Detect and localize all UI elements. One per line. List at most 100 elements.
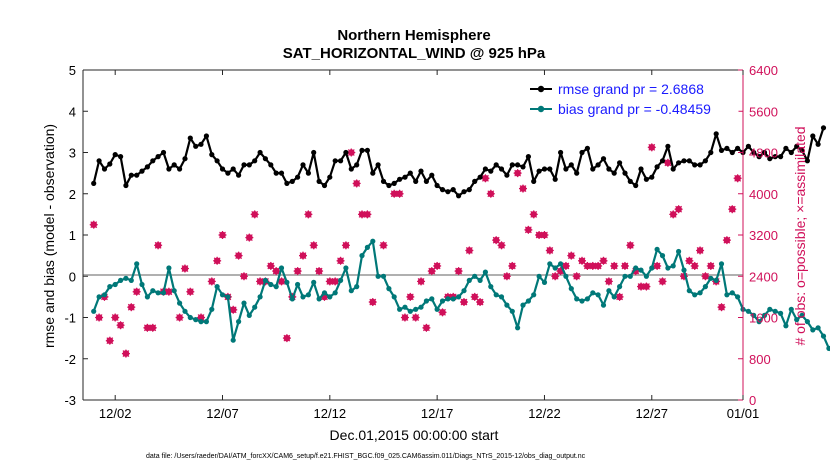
obs-marker bbox=[127, 303, 136, 312]
rmse-point bbox=[488, 168, 494, 174]
bias-point bbox=[236, 319, 242, 325]
rmse-point bbox=[123, 182, 129, 189]
obs-marker-stroke bbox=[283, 334, 291, 342]
rmse-point bbox=[520, 164, 526, 170]
bias-point bbox=[118, 277, 124, 283]
obs-marker bbox=[567, 251, 576, 260]
bias-point bbox=[402, 304, 408, 310]
bias-point bbox=[397, 306, 403, 312]
rmse-point bbox=[579, 149, 585, 156]
bias-point bbox=[579, 298, 585, 304]
bias-point bbox=[166, 265, 172, 271]
bias-point bbox=[794, 317, 800, 323]
bias-point bbox=[177, 300, 183, 306]
obs-marker bbox=[293, 267, 302, 276]
rmse-point bbox=[456, 193, 462, 199]
bias-point bbox=[332, 290, 338, 296]
obs-marker bbox=[470, 292, 479, 301]
bias-point bbox=[139, 281, 145, 288]
rmse-point bbox=[531, 178, 537, 184]
bias-point bbox=[321, 290, 328, 296]
x-tick-label: 12/17 bbox=[421, 406, 454, 421]
rmse-point bbox=[649, 174, 655, 180]
rmse-point bbox=[397, 176, 403, 182]
left-tick-label: 4 bbox=[69, 104, 76, 119]
rmse-point bbox=[654, 164, 660, 170]
bias-point bbox=[155, 290, 161, 296]
obs-marker bbox=[722, 236, 731, 245]
bias-point bbox=[761, 312, 768, 318]
obs-marker bbox=[239, 272, 248, 281]
obs-marker-stroke bbox=[642, 283, 650, 290]
rmse-point bbox=[332, 158, 338, 164]
obs-marker-stroke bbox=[412, 314, 420, 321]
bias-point bbox=[756, 319, 762, 325]
rmse-point bbox=[423, 178, 429, 184]
bias-point bbox=[611, 294, 617, 300]
right-tick-labels: 0 800 1600 2400 3200 4000 4800 5600 6400 bbox=[738, 63, 778, 408]
obs-marker bbox=[164, 287, 173, 296]
obs-marker-stroke bbox=[562, 262, 570, 270]
left-tick-labels: -3 -2 -1 0 1 2 3 4 5 bbox=[64, 63, 88, 408]
obs-marker bbox=[701, 272, 710, 281]
obs-marker bbox=[620, 261, 629, 270]
rmse-point bbox=[617, 160, 623, 166]
bias-point bbox=[380, 273, 387, 279]
rmse-point bbox=[134, 172, 140, 178]
bias-point bbox=[144, 294, 150, 300]
rmse-point bbox=[182, 156, 188, 162]
bias-point bbox=[295, 281, 301, 288]
bias-point bbox=[300, 294, 306, 300]
obs-marker-stroke bbox=[664, 159, 672, 167]
obs-marker-stroke bbox=[589, 262, 597, 270]
bias-point bbox=[600, 302, 607, 308]
bias-point bbox=[745, 308, 752, 314]
obs-marker-stroke bbox=[648, 143, 656, 151]
rmse-point bbox=[391, 180, 397, 186]
obs-marker bbox=[497, 241, 506, 250]
obs-marker bbox=[647, 143, 656, 152]
obs-marker-stroke bbox=[723, 236, 731, 244]
bias-point bbox=[305, 292, 311, 298]
bias-point bbox=[702, 284, 709, 290]
rmse-point bbox=[343, 149, 349, 156]
rmse-point bbox=[177, 166, 183, 172]
bias-point bbox=[574, 296, 580, 302]
rmse-point bbox=[783, 145, 789, 151]
bias-point bbox=[643, 273, 650, 279]
bias-point bbox=[686, 288, 692, 294]
bias-point bbox=[348, 288, 354, 294]
bias-point bbox=[531, 292, 537, 298]
obs-marker bbox=[347, 148, 356, 157]
bias-point bbox=[509, 308, 515, 314]
obs-marker bbox=[111, 313, 120, 322]
obs-marker bbox=[594, 261, 603, 270]
bias-point bbox=[407, 308, 413, 314]
obs-marker bbox=[476, 298, 485, 307]
rmse-point bbox=[316, 178, 322, 184]
bias-point bbox=[488, 284, 494, 290]
rmse-point bbox=[724, 145, 730, 151]
obs-marker bbox=[733, 174, 742, 183]
bias-point bbox=[91, 308, 97, 314]
x-tick-label: 01/01 bbox=[727, 406, 760, 421]
obs-marker bbox=[604, 277, 613, 286]
obs-marker bbox=[282, 334, 291, 343]
rmse-point bbox=[466, 187, 472, 193]
obs-marker bbox=[121, 349, 130, 358]
rmse-point bbox=[278, 170, 285, 176]
x-tick-label: 12/22 bbox=[528, 406, 561, 421]
obs-marker-stroke bbox=[235, 252, 243, 260]
obs-marker bbox=[572, 272, 581, 281]
obs-marker-stroke bbox=[524, 226, 532, 234]
obs-marker-stroke bbox=[728, 205, 736, 213]
obs-marker bbox=[309, 241, 318, 250]
rmse-point bbox=[686, 158, 692, 164]
rmse-series bbox=[91, 125, 827, 199]
obs-marker bbox=[615, 292, 624, 301]
obs-marker bbox=[89, 220, 98, 229]
rmse-point bbox=[574, 170, 580, 176]
rmse-point bbox=[198, 141, 204, 147]
obs-marker-stroke bbox=[337, 257, 344, 265]
obs-marker bbox=[674, 205, 683, 214]
